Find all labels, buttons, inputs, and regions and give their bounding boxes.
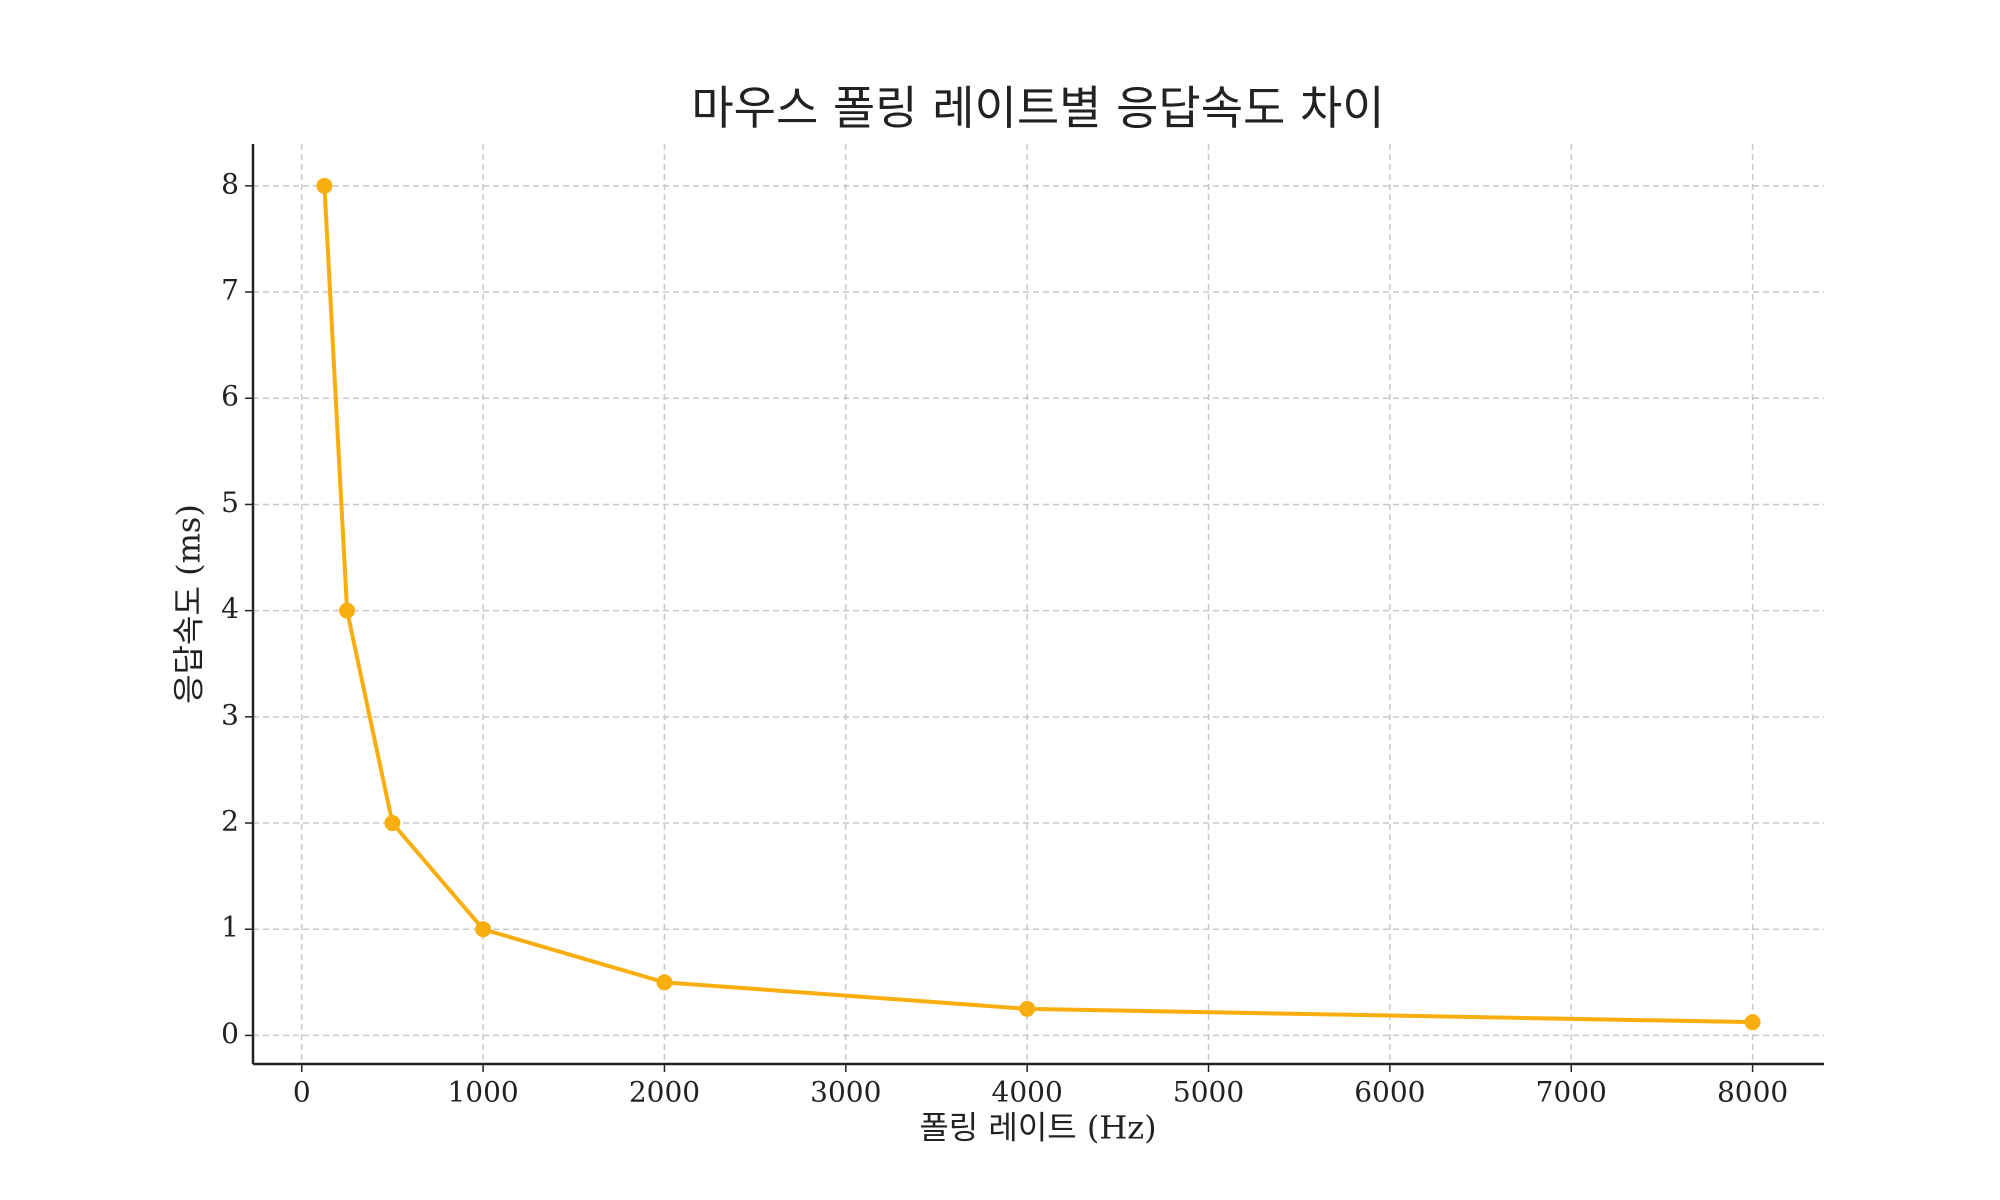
chart-title: 마우스 폴링 레이트별 응답속도 차이 [691, 81, 1384, 135]
y-tick-label: 8 [221, 167, 239, 200]
y-tick-label: 1 [221, 911, 239, 944]
x-tick-label: 7000 [1536, 1076, 1607, 1109]
x-tick-label: 0 [293, 1076, 311, 1109]
y-tick-label: 2 [221, 805, 239, 838]
y-tick-label: 3 [221, 698, 239, 731]
y-tick-label: 7 [221, 274, 239, 307]
data-line [322, 185, 1753, 1025]
y-tick-label: 5 [221, 486, 239, 519]
data-point [384, 815, 401, 832]
y-tick-label: 4 [221, 592, 239, 625]
y-tick-label: 0 [221, 1017, 239, 1050]
data-point [339, 602, 356, 619]
x-tick-label: 5000 [1173, 1076, 1244, 1109]
data-point [316, 177, 333, 194]
x-tick-label: 4000 [992, 1076, 1063, 1109]
x-tick-label: 1000 [447, 1076, 518, 1109]
x-axis-label: 폴링 레이트 (Hz) [919, 1109, 1156, 1147]
x-tick-label: 8000 [1717, 1076, 1788, 1109]
x-tick-label: 6000 [1354, 1076, 1425, 1109]
x-tick-label: 2000 [629, 1076, 700, 1109]
y-tick-label: 6 [221, 380, 239, 413]
data-point [475, 921, 492, 938]
plot-area [316, 177, 1761, 1031]
y-axis-label: 응답속도 (ms) [170, 504, 208, 704]
data-point [1744, 1014, 1761, 1031]
x-tick-label: 3000 [810, 1076, 881, 1109]
data-point [1019, 1000, 1036, 1017]
grid [253, 144, 1824, 1064]
data-point [656, 974, 673, 991]
